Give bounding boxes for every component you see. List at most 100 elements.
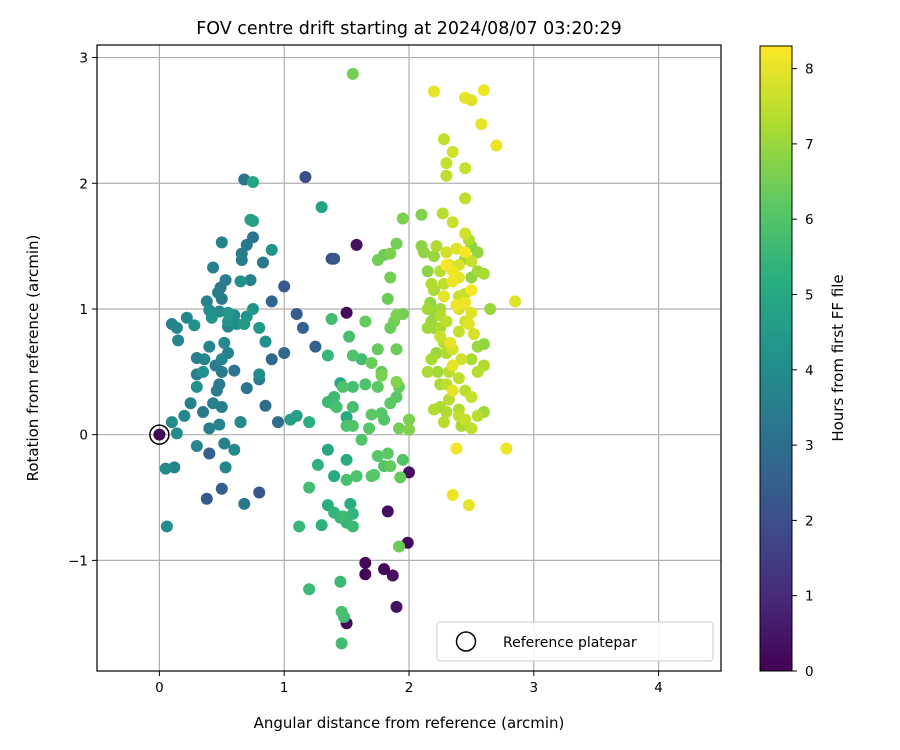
data-point [228,443,241,456]
x-tick-label: 2 [405,680,414,696]
data-point [390,237,403,250]
x-tick-label: 0 [155,680,164,696]
data-point [386,569,399,582]
data-point [315,201,328,214]
data-point [430,240,443,253]
y-tick-label: 3 [79,51,88,67]
data-point [234,275,247,288]
data-point [396,453,409,466]
data-point [459,162,472,175]
data-point [384,460,397,473]
data-point [384,397,397,410]
colorbar-tick-label: 7 [805,137,814,153]
data-point [459,413,472,426]
data-point [336,510,349,523]
colorbar-tick-label: 3 [805,438,814,454]
data-point [247,302,259,315]
data-point [328,252,341,265]
data-point [344,497,357,510]
legend-marker-icon [455,631,477,652]
y-tick-label: 1 [79,302,88,318]
data-point [234,416,247,429]
data-point [259,399,272,412]
data-point [355,433,368,446]
data-point [465,255,478,268]
data-point [381,447,394,460]
data-point [207,397,220,410]
data-point [271,416,284,429]
data-point [471,365,484,378]
data-point [340,453,353,466]
x-tick-label: 1 [280,680,289,696]
colorbar-tick-label: 2 [805,513,814,529]
colorbar [759,45,793,672]
data-point [340,306,353,319]
data-point [434,330,447,343]
data-point [436,207,449,220]
data-point [359,556,372,569]
data-point [427,403,440,416]
legend: Reference platepar [436,621,714,662]
data-point [303,481,316,494]
data-point [393,422,406,435]
data-point [384,247,397,260]
data-point [259,335,272,348]
data-point [278,346,291,359]
data-point [346,520,359,533]
data-point [403,466,415,479]
data-point [437,290,450,303]
data-point [465,306,478,319]
data-point [346,67,359,80]
data-point [325,313,338,326]
data-point [253,368,266,381]
y-tick-label: 0 [79,428,88,444]
data-point [465,284,478,297]
data-point [203,447,216,460]
x-axis-label: Angular distance from reference (arcmin) [254,714,565,732]
x-tick-label: 3 [530,680,539,696]
data-point [244,213,257,226]
data-point [219,274,232,287]
data-point [459,246,472,259]
data-point [437,416,450,429]
data-point [293,520,306,533]
data-point [381,292,394,305]
data-point [299,170,312,183]
data-point [296,321,309,334]
data-point [336,380,349,393]
data-point [184,397,197,410]
data-point [219,461,232,474]
data-point [190,380,203,393]
data-point [215,353,228,366]
data-point [446,145,459,158]
data-point [459,227,472,240]
data-point [396,212,409,225]
data-point [359,315,372,328]
data-point [465,422,478,435]
data-point [343,330,356,343]
data-point [311,458,324,471]
data-point [450,442,463,455]
data-point [440,406,453,419]
data-point [350,470,363,483]
data-point [240,238,253,251]
data-point [321,349,334,362]
data-point [188,319,201,332]
data-point [328,470,341,483]
data-point [215,236,228,249]
data-point [446,359,459,372]
data-point [278,280,291,293]
data-point [346,380,359,393]
data-point [437,133,450,146]
data-point [346,419,359,432]
data-point [427,85,440,98]
data-point [222,315,235,328]
data-point [444,336,457,349]
colorbar-tick-label: 1 [805,589,814,605]
data-point [256,256,269,269]
data-point [484,302,497,315]
data-point [440,246,453,259]
data-point [240,382,253,395]
data-point [415,208,428,221]
